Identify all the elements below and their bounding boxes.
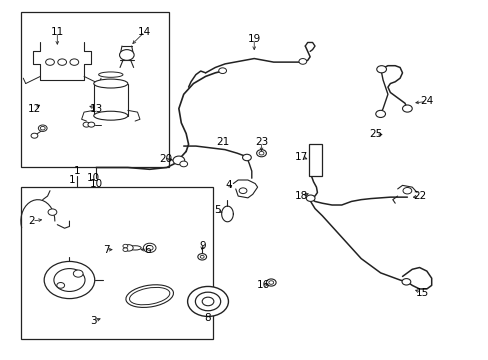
Text: 5: 5	[214, 205, 221, 215]
Text: 22: 22	[412, 191, 426, 201]
Bar	[308, 144, 322, 176]
Text: 10: 10	[87, 173, 100, 183]
Circle shape	[57, 283, 64, 288]
Circle shape	[88, 122, 95, 127]
Text: 20: 20	[159, 154, 172, 163]
Circle shape	[195, 292, 220, 311]
Circle shape	[119, 50, 134, 60]
Text: 19: 19	[247, 34, 260, 44]
Ellipse shape	[94, 111, 127, 120]
Circle shape	[180, 161, 187, 167]
Circle shape	[401, 279, 410, 285]
Circle shape	[218, 68, 226, 73]
Bar	[21, 187, 212, 339]
Circle shape	[298, 59, 306, 64]
Ellipse shape	[129, 246, 141, 250]
Text: 25: 25	[368, 129, 382, 139]
Circle shape	[124, 245, 133, 251]
Circle shape	[31, 133, 38, 138]
Circle shape	[305, 195, 314, 202]
Circle shape	[143, 243, 156, 252]
Circle shape	[70, 59, 79, 65]
Circle shape	[375, 111, 385, 117]
Circle shape	[122, 248, 127, 251]
Circle shape	[242, 154, 251, 161]
Text: 18: 18	[295, 191, 308, 201]
Text: 1: 1	[73, 166, 80, 176]
Ellipse shape	[129, 287, 169, 305]
Bar	[21, 12, 169, 167]
Circle shape	[73, 270, 83, 277]
Ellipse shape	[99, 72, 122, 77]
Text: 16: 16	[256, 280, 269, 291]
Text: 3: 3	[90, 316, 97, 326]
Circle shape	[259, 152, 264, 155]
Circle shape	[44, 261, 95, 298]
Circle shape	[187, 287, 228, 316]
Text: 15: 15	[414, 288, 427, 297]
Circle shape	[54, 269, 85, 292]
Text: 24: 24	[419, 96, 432, 107]
Circle shape	[48, 209, 57, 215]
Text: 13: 13	[89, 104, 102, 113]
Circle shape	[376, 66, 386, 73]
Circle shape	[45, 59, 54, 65]
Circle shape	[268, 281, 273, 284]
Circle shape	[200, 255, 203, 258]
Text: 2: 2	[29, 216, 35, 226]
Text: 17: 17	[295, 152, 308, 162]
Circle shape	[402, 188, 411, 194]
Circle shape	[202, 297, 213, 306]
Text: 6: 6	[143, 245, 150, 255]
Text: 10: 10	[89, 179, 102, 189]
Text: 12: 12	[28, 104, 41, 113]
Text: 14: 14	[138, 27, 151, 37]
Text: 1: 1	[68, 175, 75, 185]
Circle shape	[198, 253, 206, 260]
Ellipse shape	[94, 79, 127, 88]
Circle shape	[38, 125, 47, 131]
Circle shape	[239, 188, 246, 194]
Circle shape	[40, 126, 45, 130]
Text: 4: 4	[225, 180, 232, 190]
Circle shape	[266, 279, 276, 286]
Text: 11: 11	[51, 27, 64, 37]
Circle shape	[146, 246, 153, 250]
Circle shape	[122, 244, 127, 248]
Text: 7: 7	[102, 245, 109, 255]
Circle shape	[256, 150, 266, 157]
Text: 23: 23	[254, 138, 267, 148]
Text: 9: 9	[199, 241, 205, 251]
Text: 21: 21	[216, 138, 229, 148]
Circle shape	[173, 156, 184, 165]
Ellipse shape	[125, 285, 173, 307]
Text: 8: 8	[204, 312, 211, 323]
Circle shape	[83, 122, 90, 127]
Circle shape	[58, 59, 66, 65]
Circle shape	[402, 105, 411, 112]
